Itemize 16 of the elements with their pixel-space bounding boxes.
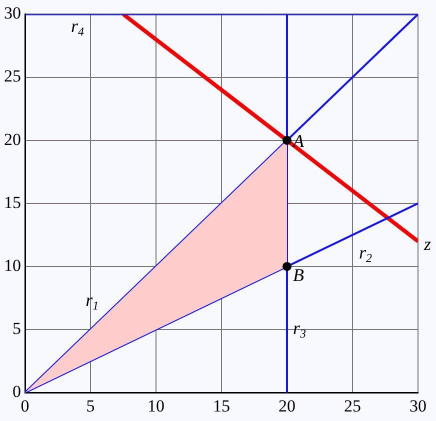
x-tick-label: 15 (213, 396, 230, 416)
y-tick-label: 15 (4, 192, 21, 212)
y-tick-label: 25 (4, 66, 21, 86)
y-tick-label: 0 (12, 382, 21, 402)
annotation: A (292, 131, 305, 152)
annotation: B (293, 265, 304, 286)
x-tick-label: 5 (86, 396, 95, 416)
x-tick-label: 20 (278, 396, 296, 416)
y-tick-label: 30 (4, 4, 21, 23)
y-tick-label: 10 (4, 256, 21, 275)
y-tick-label: 5 (12, 319, 21, 338)
x-tick-label: 30 (410, 396, 426, 416)
series-label: z (423, 234, 432, 254)
y-tick-label: 20 (4, 130, 21, 149)
x-tick-label: 25 (344, 396, 361, 416)
x-tick-label: 10 (148, 396, 164, 416)
